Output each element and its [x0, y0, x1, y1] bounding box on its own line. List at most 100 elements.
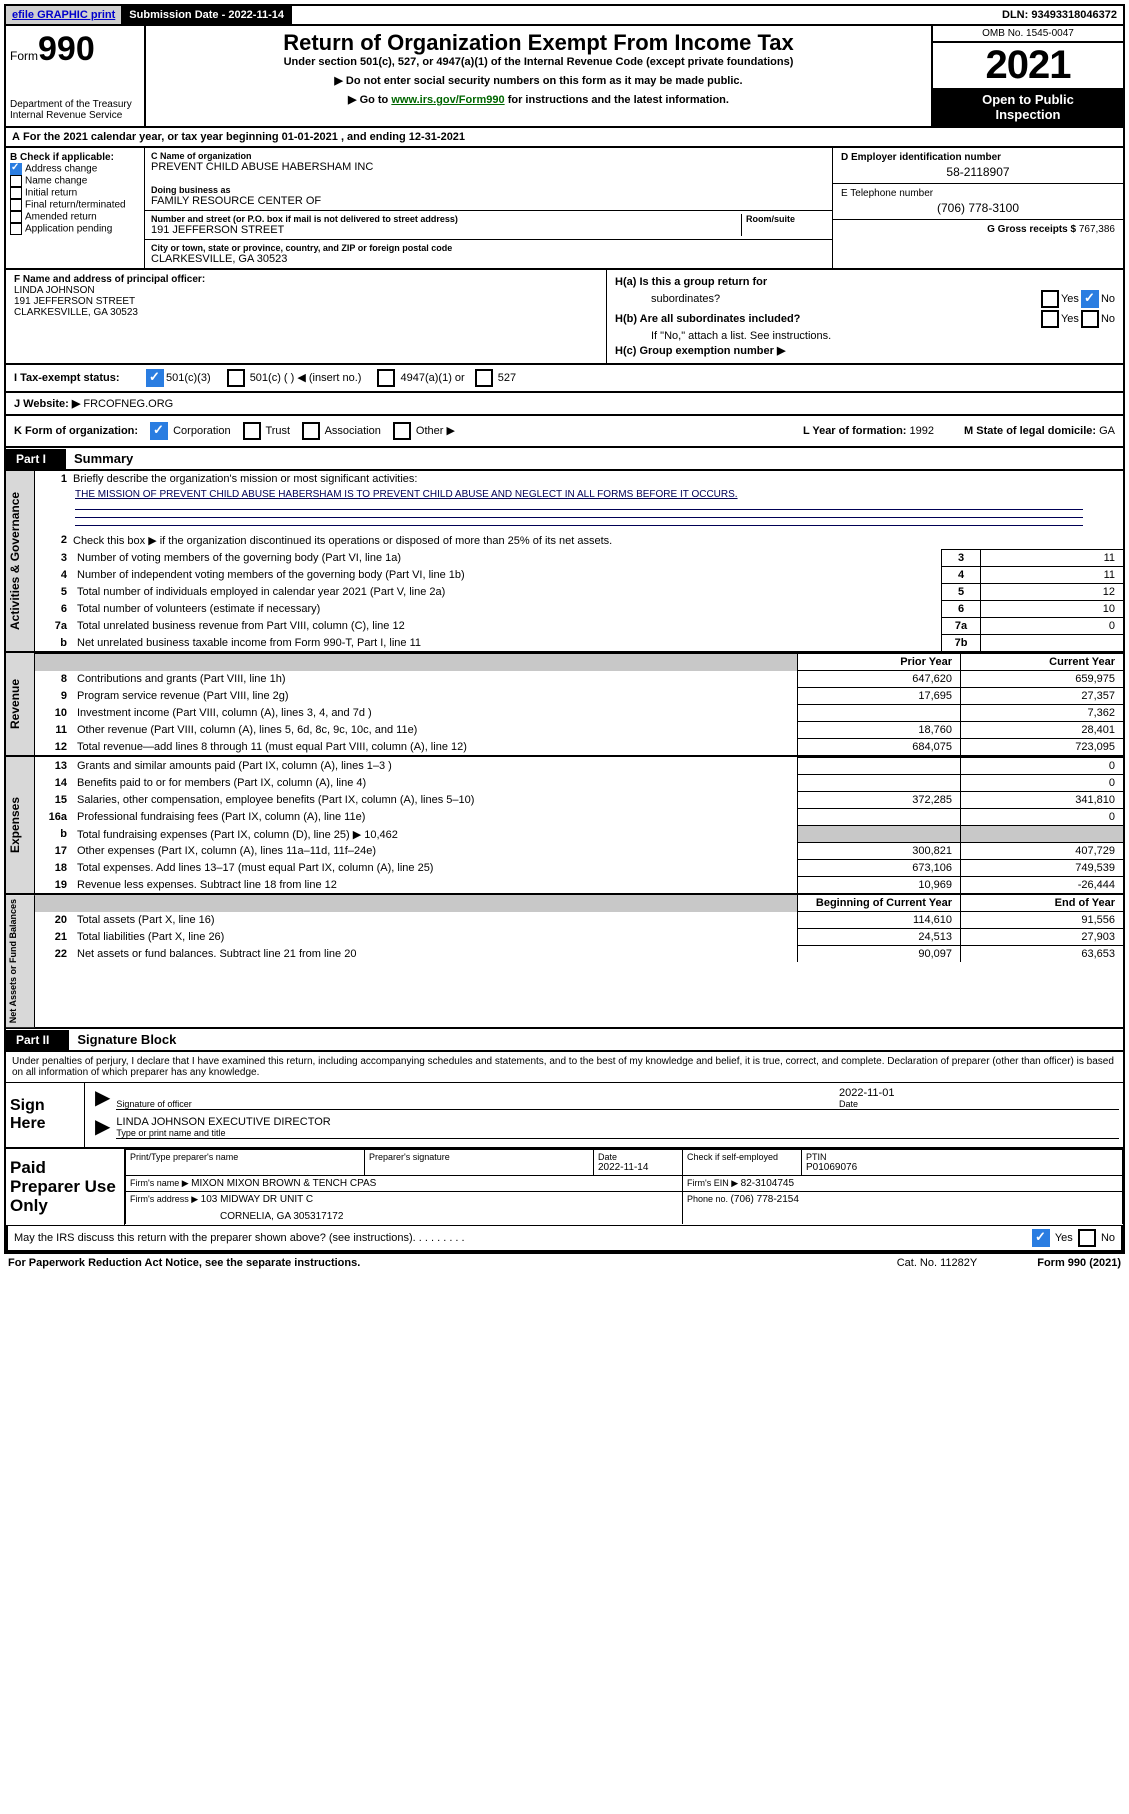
assoc-label: Association — [325, 425, 381, 437]
chk-label-final: Final return/terminated — [25, 200, 126, 211]
tax-status-label: I Tax-exempt status: — [14, 372, 144, 384]
chk-501c3[interactable] — [146, 369, 164, 387]
domicile-value: GA — [1099, 425, 1115, 437]
goto-prefix: ▶ Go to — [348, 94, 391, 106]
p22: 90,097 — [798, 946, 961, 963]
row-i-tax-status: I Tax-exempt status: 501(c)(3) 501(c) ( … — [4, 365, 1125, 393]
ha-yes-chk[interactable] — [1041, 290, 1059, 308]
ein-label: D Employer identification number — [841, 152, 1115, 163]
city-row: City or town, state or province, country… — [145, 240, 832, 268]
chk-final-return[interactable]: Final return/terminated — [10, 199, 140, 211]
h-b-line2: If "No," attach a list. See instructions… — [615, 330, 1115, 342]
l16a-text: Professional fundraising fees (Part IX, … — [77, 811, 365, 823]
line-11: 11Other revenue (Part VIII, column (A), … — [35, 722, 1123, 739]
line2-text: Check this box ▶ if the organization dis… — [73, 535, 612, 547]
chk-other[interactable] — [393, 422, 411, 440]
org-name-row: C Name of organization PREVENT CHILD ABU… — [145, 148, 832, 211]
hb-no: No — [1101, 313, 1115, 325]
dba-value: FAMILY RESOURCE CENTER OF — [151, 195, 826, 207]
netassets-table: Beginning of Current Year End of Year 20… — [35, 895, 1123, 962]
line-5: 5Total number of individuals employed in… — [35, 584, 1123, 601]
row-a-label: A — [12, 131, 20, 143]
efile-print-link[interactable]: efile GRAPHIC print — [6, 6, 123, 24]
sig-date-label: Date — [839, 1099, 858, 1109]
officer-label: F Name and address of principal officer: — [14, 274, 598, 285]
chk-4947[interactable] — [377, 369, 395, 387]
part1-header: Part I Summary — [4, 448, 1125, 471]
h-a-line: H(a) Is this a group return for — [615, 276, 1115, 288]
sign-here-right: ▶ Signature of officer 2022-11-01 Date ▶… — [84, 1083, 1123, 1147]
501c-label: 501(c) ( ) ◀ (insert no.) — [250, 372, 362, 384]
chk-amended-return[interactable]: Amended return — [10, 211, 140, 223]
chk-527[interactable] — [475, 369, 493, 387]
pt-date-label: Date — [598, 1152, 678, 1162]
sig-arrow-1: ▶ — [89, 1085, 116, 1110]
officer-city: CLARKESVILLE, GA 30523 — [14, 307, 598, 318]
org-name: PREVENT CHILD ABUSE HABERSHAM INC — [151, 161, 826, 173]
discuss-no: No — [1101, 1232, 1115, 1244]
c14: 0 — [961, 775, 1124, 792]
gross-label: G Gross receipts $ — [987, 224, 1079, 235]
chk-name-change[interactable]: Name change — [10, 175, 140, 187]
c20: 91,556 — [961, 912, 1124, 929]
c13: 0 — [961, 758, 1124, 775]
revenue-block: Revenue Prior Year Current Year 8Contrib… — [4, 653, 1125, 757]
p19: 10,969 — [798, 877, 961, 894]
city-label: City or town, state or province, country… — [151, 243, 826, 253]
c9: 27,357 — [961, 688, 1124, 705]
firm-ein-label: Firm's EIN ▶ — [687, 1178, 741, 1188]
pt-sig-label: Preparer's signature — [369, 1152, 589, 1162]
chk-address-change[interactable]: Address change — [10, 163, 140, 175]
vtab-netassets: Net Assets or Fund Balances — [6, 895, 35, 1027]
expenses-table: 13Grants and similar amounts paid (Part … — [35, 757, 1123, 893]
l8-text: Contributions and grants (Part VIII, lin… — [77, 673, 286, 685]
form-number-box: Form990 Department of the Treasury Inter… — [6, 26, 146, 126]
dln-value: 93493318046372 — [1031, 9, 1117, 21]
p12: 684,075 — [798, 739, 961, 756]
submission-date: 2022-11-14 — [228, 9, 284, 21]
c12: 723,095 — [961, 739, 1124, 756]
c16a: 0 — [961, 809, 1124, 826]
discuss-yes: Yes — [1055, 1232, 1073, 1244]
blank-2 — [75, 516, 1083, 518]
paid-row-2: Firm's name ▶ MIXON MIXON BROWN & TENCH … — [126, 1176, 1123, 1192]
prior-year-head: Prior Year — [798, 654, 961, 671]
dept-treasury: Department of the Treasury Internal Reve… — [10, 99, 140, 121]
gov-table: 3Number of voting members of the governi… — [35, 549, 1123, 651]
hb-no-chk[interactable] — [1081, 310, 1099, 328]
omb-number: OMB No. 1545-0047 — [933, 26, 1123, 43]
subtitle-3: ▶ Go to www.irs.gov/Form990 for instruct… — [154, 93, 923, 106]
chk-initial-return[interactable]: Initial return — [10, 187, 140, 199]
chk-trust[interactable] — [243, 422, 261, 440]
city-value: CLARKESVILLE, GA 30523 — [151, 253, 826, 265]
hc-label: H(c) Group exemption number ▶ — [615, 345, 785, 357]
line-16a: 16aProfessional fundraising fees (Part I… — [35, 809, 1123, 826]
officer-name: LINDA JOHNSON — [14, 285, 598, 296]
chk-corp[interactable] — [150, 422, 168, 440]
irs-link[interactable]: www.irs.gov/Form990 — [391, 94, 504, 106]
hb-yes-chk[interactable] — [1041, 310, 1059, 328]
part2-tab: Part II — [6, 1030, 69, 1050]
l7b-text: Net unrelated business taxable income fr… — [77, 637, 421, 649]
other-label: Other ▶ — [416, 425, 455, 437]
ha-no-chk[interactable] — [1081, 290, 1099, 308]
sig-name-cell: LINDA JOHNSON EXECUTIVE DIRECTOR Type or… — [116, 1114, 1119, 1139]
ha-label: H(a) Is this a group return for — [615, 276, 767, 288]
revenue-table: Prior Year Current Year 8Contributions a… — [35, 653, 1123, 755]
p18: 673,106 — [798, 860, 961, 877]
chk-assoc[interactable] — [302, 422, 320, 440]
l22-text: Net assets or fund balances. Subtract li… — [77, 948, 356, 960]
discuss-row: May the IRS discuss this return with the… — [6, 1225, 1123, 1252]
discuss-yes-chk[interactable] — [1032, 1229, 1050, 1247]
form-header: Form990 Department of the Treasury Inter… — [4, 24, 1125, 128]
c22: 63,653 — [961, 946, 1124, 963]
c11: 28,401 — [961, 722, 1124, 739]
discuss-no-chk[interactable] — [1078, 1229, 1096, 1247]
rev-header: Prior Year Current Year — [35, 654, 1123, 671]
vtab-governance: Activities & Governance — [6, 471, 35, 651]
net-header: Beginning of Current Year End of Year — [35, 895, 1123, 912]
chk-application-pending[interactable]: Application pending — [10, 223, 140, 235]
line-13: 13Grants and similar amounts paid (Part … — [35, 758, 1123, 775]
netassets-block: Net Assets or Fund Balances Beginning of… — [4, 895, 1125, 1029]
chk-501c[interactable] — [227, 369, 245, 387]
